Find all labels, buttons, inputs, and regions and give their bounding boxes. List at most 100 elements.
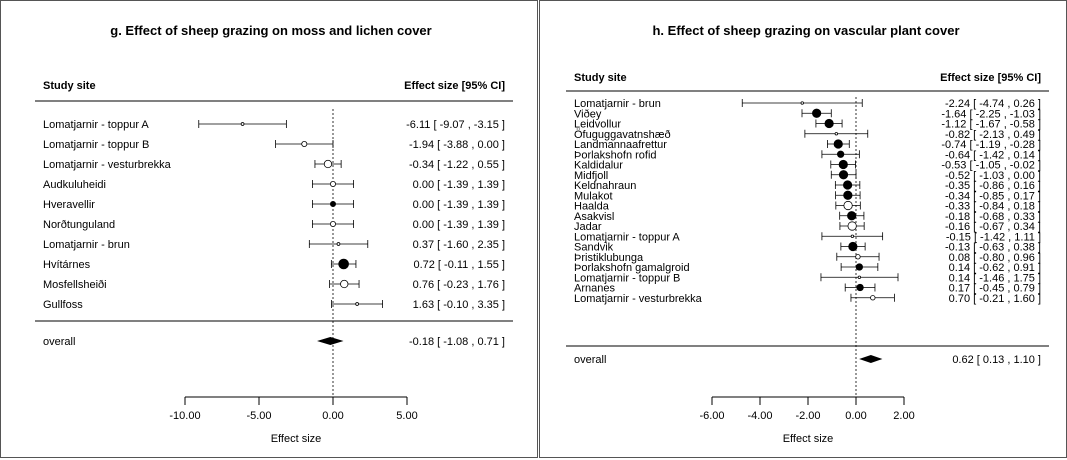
study-row: Lomatjarnir - toppur A -6.11 [ -9.07 , -3… [43, 119, 505, 131]
x-axis-label: Effect size [271, 433, 322, 445]
point-estimate-marker [336, 242, 341, 246]
x-tick-label: 0.00 [845, 410, 866, 422]
effect-size-label: -0.34 [ -1.22 , 0.55 ] [409, 159, 505, 171]
chart-title: h. Effect of sheep grazing on vascular p… [652, 23, 959, 38]
overall-diamond [317, 337, 344, 345]
point-estimate-marker [301, 140, 308, 147]
point-estimate-marker [837, 150, 845, 158]
study-row: Midfjoll -0.52 [ -1.03 , 0.00 ] [574, 170, 1041, 182]
study-site-label: Lomatjarnir - brun [43, 239, 130, 251]
effect-size-label: 0.14 [ -0.62 , 0.91 ] [949, 262, 1041, 274]
column-header-site: Study site [43, 80, 96, 92]
study-site-label: Hveravellir [43, 199, 95, 211]
study-row: Audkuluheidi 0.00 [ -1.39 , 1.39 ] [43, 179, 505, 191]
study-site-label: Öfuguggavatnshæð [574, 129, 671, 141]
study-site-label: Lomatjarnir - toppur A [574, 231, 680, 243]
point-estimate-marker [240, 122, 245, 126]
point-estimate-marker [355, 302, 359, 306]
study-site-label: Midfjoll [574, 170, 608, 182]
point-estimate-marker [834, 132, 838, 136]
overall-effect-label: 0.62 [ 0.13 , 1.10 ] [952, 354, 1041, 366]
point-estimate-marker [800, 101, 804, 105]
study-row: Lomatjarnir - toppur B -1.94 [ -3.88 , 0.… [43, 139, 505, 151]
study-site-label: Lomatjarnir - vesturbrekka [574, 293, 703, 305]
effect-size-label: 0.17 [ -0.45 , 0.79 ] [949, 283, 1041, 295]
effect-size-label: -0.82 [ -2.13 , 0.49 ] [945, 129, 1041, 141]
effect-size-label: -1.12 [ -1.67 , -0.58 ] [941, 119, 1041, 131]
effect-size-label: -6.11 [ -9.07 , -3.15 ] [406, 119, 505, 131]
study-row: Þristiklubunga 0.08 [ -0.80 , 0.96 ] [574, 252, 1041, 264]
study-site-label: Þristiklubunga [574, 252, 644, 264]
point-estimate-marker [340, 279, 349, 289]
study-row: Landmannaafrettur -0.74 [ -1.19 , -0.28 ] [574, 139, 1041, 151]
study-row: Þorlakshofn rofid -0.64 [ -1.42 , 0.14 ] [574, 149, 1041, 161]
study-row: Lomatjarnir - vesturbrekka -0.34 [ -1.22 … [43, 159, 505, 171]
study-row: Keldnahraun -0.35 [ -0.86 , 0.16 ] [574, 180, 1041, 192]
chart-title: g. Effect of sheep grazing on moss and l… [110, 23, 431, 38]
effect-size-label: -0.34 [ -0.85 , 0.17 ] [945, 190, 1041, 202]
study-row: Mulakot -0.34 [ -0.85 , 0.17 ] [574, 190, 1041, 202]
study-site-label: Haalda [574, 201, 610, 213]
overall-diamond [859, 355, 883, 363]
point-estimate-marker [824, 118, 834, 129]
point-estimate-marker [843, 200, 853, 211]
point-estimate-marker [847, 211, 857, 221]
study-row: Sandvik -0.13 [ -0.63 , 0.38 ] [574, 242, 1041, 254]
point-estimate-marker [848, 241, 858, 252]
study-row: Hveravellir 0.00 [ -1.39 , 1.39 ] [43, 199, 505, 211]
study-site-label: Gullfoss [43, 299, 83, 311]
study-row: Lomatjarnir - brun 0.37 [ -1.60 , 2.35 ] [43, 239, 505, 251]
point-estimate-marker [843, 190, 853, 200]
forest-plot-svg: h. Effect of sheep grazing on vascular p… [566, 23, 1049, 445]
column-header-effect: Effect size [95% CI] [404, 80, 505, 92]
study-row: Viðey -1.64 [ -2.25 , -1.03 ] [574, 108, 1041, 120]
point-estimate-marker [857, 275, 862, 279]
x-axis-label: Effect size [783, 433, 834, 445]
point-estimate-marker [855, 254, 861, 260]
x-tick-label: -5.00 [246, 410, 271, 422]
study-site-label: Viðey [574, 108, 602, 120]
forest-plot-svg: g. Effect of sheep grazing on moss and l… [35, 23, 513, 445]
effect-size-label: 0.72 [ -0.11 , 1.55 ] [413, 259, 505, 271]
study-row: Leidvollur -1.12 [ -1.67 , -0.58 ] [574, 119, 1041, 131]
study-row: Lomatjarnir - toppur A -0.15 [ -1.42 , 1.… [574, 231, 1041, 243]
study-site-label: Þorlakshofn rofid [574, 149, 657, 161]
effect-size-label: -0.33 [ -0.84 , 0.18 ] [945, 201, 1041, 213]
study-site-label: Mulakot [574, 190, 613, 202]
study-site-label: Landmannaafrettur [574, 139, 667, 151]
x-tick-label: -10.00 [169, 410, 200, 422]
study-site-label: Lomatjarnir - toppur A [43, 119, 149, 131]
point-estimate-marker [838, 170, 849, 180]
effect-size-label: 0.37 [ -1.60 , 2.35 ] [413, 239, 505, 251]
study-row: Asakvisl -0.18 [ -0.68 , 0.33 ] [574, 211, 1041, 223]
x-tick-label: -4.00 [747, 410, 772, 422]
point-estimate-marker [855, 263, 863, 271]
study-row: Jadar -0.16 [ -0.67 , 0.34 ] [574, 221, 1041, 233]
effect-size-label: -0.53 [ -1.05 , -0.02 ] [941, 160, 1041, 172]
point-estimate-marker [870, 295, 876, 301]
study-row: Norðtunguland 0.00 [ -1.39 , 1.39 ] [43, 219, 505, 231]
effect-size-label: -0.16 [ -0.67 , 0.34 ] [945, 221, 1041, 233]
study-site-label: Leidvollur [574, 119, 621, 131]
point-estimate-marker [329, 220, 336, 227]
study-row: Gullfoss 1.63 [ -0.10 , 3.35 ] [43, 299, 505, 311]
effect-size-label: -0.15 [ -1.42 , 1.11 ] [946, 231, 1041, 243]
study-site-label: Kaldidalur [574, 160, 623, 172]
study-row: Hvítárnes 0.72 [ -0.11 , 1.55 ] [43, 258, 505, 271]
study-row: Öfuguggavatnshæð -0.82 [ -2.13 , 0.49 ] [574, 129, 1041, 141]
effect-size-label: -2.24 [ -4.74 , 0.26 ] [945, 98, 1041, 110]
effect-size-label: 0.00 [ -1.39 , 1.39 ] [413, 219, 505, 231]
effect-size-label: -0.64 [ -1.42 , 0.14 ] [945, 149, 1041, 161]
x-tick-label: 2.00 [893, 410, 914, 422]
x-tick-label: -2.00 [795, 410, 820, 422]
effect-size-label: -0.52 [ -1.03 , 0.00 ] [945, 170, 1041, 182]
forest-plot-panel-h: h. Effect of sheep grazing on vascular p… [539, 0, 1067, 458]
study-site-label: Norðtunguland [43, 219, 115, 231]
study-row: Haalda -0.33 [ -0.84 , 0.18 ] [574, 201, 1041, 213]
effect-size-label: -0.35 [ -0.86 , 0.16 ] [945, 180, 1041, 192]
effect-size-label: -0.18 [ -0.68 , 0.33 ] [945, 211, 1041, 223]
point-estimate-marker [838, 159, 848, 170]
effect-size-label: 0.08 [ -0.80 , 0.96 ] [949, 252, 1041, 264]
forest-plot-panel-g: g. Effect of sheep grazing on moss and l… [0, 0, 538, 458]
point-estimate-marker [847, 221, 857, 231]
